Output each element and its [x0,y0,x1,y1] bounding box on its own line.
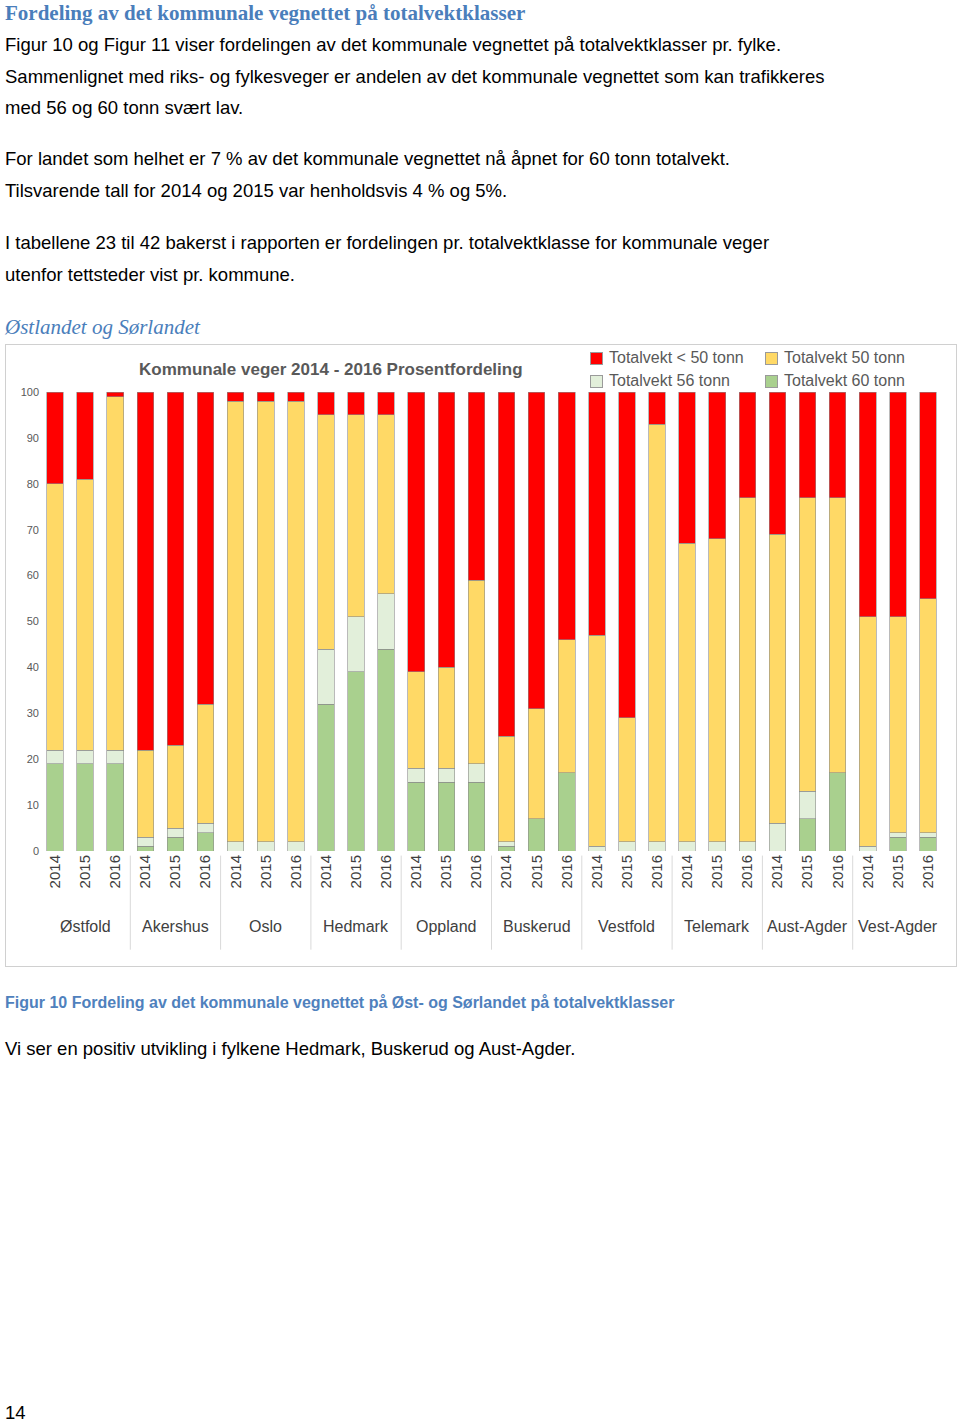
svg-text:2014: 2014 [407,855,424,888]
svg-text:2014: 2014 [678,855,695,888]
svg-text:90: 90 [27,432,39,444]
svg-text:Vest-Agder: Vest-Agder [858,918,938,935]
svg-text:2014: 2014 [768,855,785,888]
html-text:14: 14 [5,1402,26,1423]
svg-text:2015: 2015 [76,855,93,888]
html-text:Figur 10 og Figur 11 viser for: Figur 10 og Figur 11 viser fordelingen a… [5,34,781,55]
svg-text:2016: 2016 [196,855,213,888]
svg-text:50: 50 [27,615,39,627]
svg-text:2015: 2015 [798,855,815,888]
svg-text:Hedmark: Hedmark [323,918,389,935]
svg-text:2015: 2015 [347,855,364,888]
svg-text:Aust-Agder: Aust-Agder [767,918,848,935]
svg-text:2016: 2016 [106,855,123,888]
html-text:Totalvekt 56 tonn: Totalvekt 56 tonn [609,372,730,389]
html-text:Fordeling av det kommunale veg: Fordeling av det kommunale vegnettet på … [5,1,526,25]
svg-text:20: 20 [27,753,39,765]
svg-text:Oppland: Oppland [416,918,477,935]
svg-text:2015: 2015 [708,855,725,888]
svg-text:Telemark: Telemark [684,918,750,935]
svg-text:2016: 2016 [829,855,846,888]
svg-text:70: 70 [27,524,39,536]
html-text:Figur 10 Fordeling av det komm: Figur 10 Fordeling av det kommunale vegn… [5,994,675,1011]
svg-text:2014: 2014 [317,855,334,888]
html-text:utenfor tettsteder vist pr. ko: utenfor tettsteder vist pr. kommune. [5,263,295,285]
html-text:Vi ser en positiv utvikling i: Vi ser en positiv utvikling i fylkene He… [5,1038,576,1059]
svg-text:Buskerud: Buskerud [503,918,571,935]
html-text:For landet som helhet er 7 % a: For landet som helhet er 7 % av det komm… [5,148,730,169]
svg-text:Østfold: Østfold [60,918,111,935]
svg-text:2015: 2015 [257,855,274,888]
svg-text:2016: 2016 [648,855,665,888]
svg-text:2015: 2015 [437,855,454,888]
html-text:Totalvekt 50 tonn: Totalvekt 50 tonn [784,349,905,366]
svg-text:2015: 2015 [528,855,545,888]
html-text:Østlandet og Sørlandet: Østlandet og Sørlandet [5,315,200,339]
svg-text:2016: 2016 [287,855,304,888]
svg-text:60: 60 [27,569,39,581]
svg-text:2016: 2016 [919,855,936,888]
svg-text:30: 30 [27,707,39,719]
svg-text:2015: 2015 [889,855,906,888]
html-text:Sammenlignet med riks- og fylk: Sammenlignet med riks- og fylkesveger er… [5,65,825,87]
svg-text:0: 0 [33,845,39,857]
svg-text:Kommunale veger 2014 - 2016 Pr: Kommunale veger 2014 - 2016 Prosentforde… [139,360,523,379]
svg-text:2015: 2015 [166,855,183,888]
svg-text:Akershus: Akershus [142,918,209,935]
html-text:I tabellene 23 til 42 bakerst: I tabellene 23 til 42 bakerst i rapporte… [5,232,770,253]
svg-text:100: 100 [21,386,39,398]
svg-text:2014: 2014 [136,855,153,888]
svg-text:2014: 2014 [497,855,514,888]
svg-text:2015: 2015 [618,855,635,888]
svg-text:2014: 2014 [46,855,63,888]
svg-text:40: 40 [27,661,39,673]
html-text:med 56 og 60 tonn svært lav.: med 56 og 60 tonn svært lav. [5,97,244,118]
svg-text:2014: 2014 [227,855,244,888]
svg-text:2016: 2016 [738,855,755,888]
html-text:Totalvekt < 50 tonn: Totalvekt < 50 tonn [609,349,744,366]
svg-text:2016: 2016 [467,855,484,888]
svg-text:2014: 2014 [588,855,605,888]
svg-text:2016: 2016 [377,855,394,888]
svg-text:Vestfold: Vestfold [598,918,655,935]
svg-text:Oslo: Oslo [249,918,282,935]
svg-text:2014: 2014 [859,855,876,888]
svg-text:2016: 2016 [558,855,575,888]
svg-text:10: 10 [27,799,39,811]
html-text:Totalvekt 60 tonn: Totalvekt 60 tonn [784,372,905,389]
html-text:Tilsvarende tall for 2014 og 2: Tilsvarende tall for 2014 og 2015 var he… [5,179,508,201]
svg-text:80: 80 [27,478,39,490]
